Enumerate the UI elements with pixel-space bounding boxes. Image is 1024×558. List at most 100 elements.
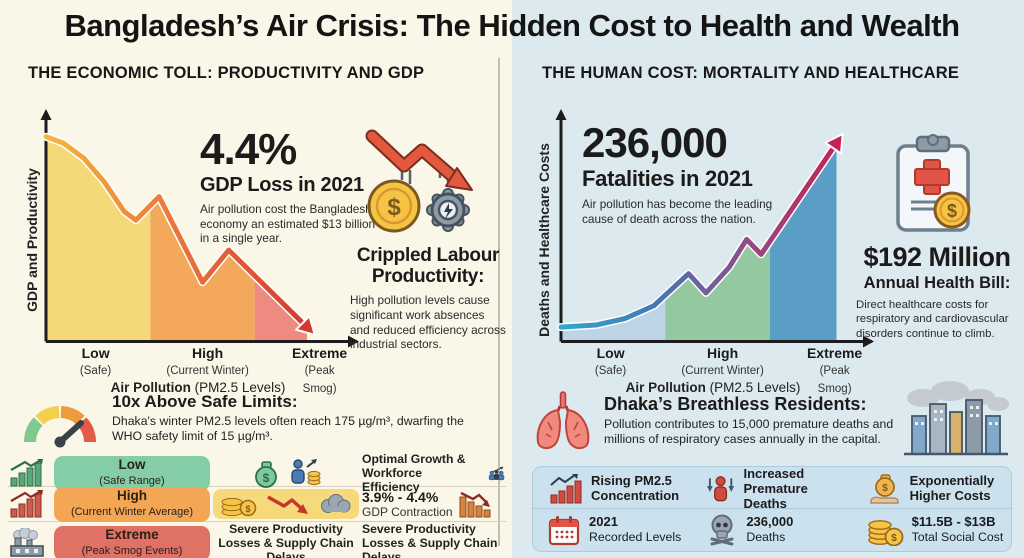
gdp-contraction-label: GDP Contraction <box>362 504 453 519</box>
factory-icon <box>10 528 44 557</box>
tick-extreme-label: Extreme <box>806 345 863 361</box>
extreme-pill-label: Extreme <box>105 526 159 542</box>
calendar-icon <box>548 515 580 545</box>
lungs-icon <box>536 391 590 450</box>
section-divider <box>498 58 500 546</box>
high-pill-sub: (Current Winter Average) <box>70 506 194 519</box>
summary-text-social-cost: $11.5B - $13B Total Social Cost <box>911 513 1004 544</box>
right-chart-x-ticks: Low (Safe) High (Current Winter) Extreme (P… <box>553 345 873 395</box>
svg-text:$: $ <box>882 483 888 494</box>
bars-up-green-icon <box>10 459 43 487</box>
low-outcome-text: Optimal Growth & Workforce Efficiency <box>362 452 466 495</box>
table-row-extreme: Extreme (Peak Smog Events) Severe Produc… <box>8 521 506 558</box>
tick-high-sub: (Current Winter) <box>681 365 764 378</box>
summary-text-2021: 2021 Recorded Levels <box>589 514 681 544</box>
x-title-bold: Air Pollution <box>625 380 706 395</box>
high-pill: High (Current Winter Average) <box>54 487 210 522</box>
coins-icon: $ <box>867 519 904 546</box>
person-coins-icon <box>291 459 321 486</box>
high-outcome-text: 3.9% - 4.4% GDP Contraction <box>362 489 453 519</box>
safe-limits-title: 10x Above Safe Limits: <box>112 392 298 411</box>
svg-text:$: $ <box>245 504 250 514</box>
gdp-decline-chart <box>40 109 359 348</box>
breathless-title: Dhaka’s Breathless Residents: <box>604 394 867 414</box>
gdp-loss-label: GDP Loss in 2021 <box>200 174 364 196</box>
crippled-productivity-block: Crippled Labour Productivity: High pollu… <box>350 245 506 352</box>
right-chart-x-axis-title: Air Pollution (PM2.5 Levels) <box>553 380 873 395</box>
table-row-low: Low (Safe Range) $ Optimal Growth & Work… <box>8 452 506 494</box>
money-hand-icon: $ <box>869 474 899 505</box>
summary-text-pm25: Rising PM2.5 Concentration <box>591 474 679 504</box>
health-bill-desc: Direct healthcare costs for respiratory … <box>856 299 1009 340</box>
svg-text:$: $ <box>263 471 270 485</box>
tick-low-label: Low <box>596 345 625 361</box>
tick-low: Low (Safe) <box>79 345 112 379</box>
summary-cell-costs: $ Exponentially Higher Costs <box>852 473 1011 505</box>
skull-icon <box>710 514 734 545</box>
high-pill-label: High <box>117 488 147 503</box>
low-pill: Low (Safe Range) <box>54 455 210 491</box>
summary-text-costs: Exponentially Higher Costs <box>910 474 995 504</box>
human-header: THE HUMAN COST: MORTALITY AND HEALTHCARE <box>542 64 960 82</box>
summary-line2: Deaths <box>746 529 786 544</box>
tick-extreme-label: Extreme <box>291 345 348 361</box>
city-smog-icon <box>904 381 1009 456</box>
tick-extreme-sub: (Peak Smog) <box>302 365 337 395</box>
tick-high-label: High <box>707 345 739 361</box>
crippled-desc: High pollution levels cause significant … <box>350 293 506 352</box>
summary-line2: Total Social Cost <box>911 529 1004 544</box>
safe-limits-desc: Dhaka's winter PM2.5 levels often reach … <box>112 414 464 444</box>
summary-line1: Rising PM2.5 <box>591 473 672 489</box>
high-mid-icons: $ <box>210 489 362 520</box>
gdp-loss-value: 4.4% <box>200 125 297 174</box>
summary-cell-pm25: Rising PM2.5 Concentration <box>533 473 692 505</box>
tick-extreme: Extreme (Peak Smog) <box>806 345 863 397</box>
summary-panel: Rising PM2.5 Concentration Increased Pre… <box>532 466 1012 552</box>
summary-cell-deaths-rising: Increased Premature Deaths <box>692 466 851 512</box>
economic-header: THE ECONOMIC TOLL: PRODUCTIVITY AND GDP <box>28 64 425 82</box>
low-outcome-cell: Optimal Growth & Workforce Efficiency <box>362 452 506 494</box>
extreme-pill-sub: (Peak Smog Events) <box>81 544 183 557</box>
fatalities-desc: Air pollution has become the leading cau… <box>582 197 773 226</box>
high-outcome-cell: 3.9% - 4.4% GDP Contraction <box>362 489 506 519</box>
tick-low-sub: (Safe) <box>594 365 627 378</box>
tick-high-label: High <box>192 345 224 361</box>
money-bag-icon: $ <box>255 461 277 488</box>
decline-arrow-icon <box>267 496 308 515</box>
summary-row-1: Rising PM2.5 Concentration Increased Pre… <box>533 466 1011 511</box>
right-chart-y-axis-label: Deaths and Healthcare Costs <box>536 143 552 337</box>
tick-extreme-sub: (Peak Smog) <box>817 365 852 395</box>
summary-line1: Exponentially <box>909 473 995 489</box>
tick-low-label: Low <box>81 345 110 361</box>
health-bill-block: $192 Million Annual Health Bill: Direct … <box>856 242 1018 341</box>
svg-text:$: $ <box>947 201 957 221</box>
breathless-desc: Pollution contributes to 15,000 prematur… <box>604 417 894 447</box>
summary-text-total-deaths: 236,000 Deaths <box>746 513 794 544</box>
tick-high: High (Current Winter) <box>681 345 764 379</box>
x-title-rest: (PM2.5 Levels) <box>194 380 286 395</box>
summary-line1: 236,000 <box>746 513 794 529</box>
summary-line1: $11.5B - $13B <box>911 513 996 529</box>
summary-cell-2021: 2021 Recorded Levels <box>533 514 692 546</box>
gear-icon <box>426 188 470 232</box>
gdp-contraction-range: 3.9% - 4.4% <box>362 489 439 506</box>
bars-up-red-icon <box>10 490 43 518</box>
extreme-mid-text: Severe Productivity Losses & Supply Chai… <box>218 522 354 558</box>
summary-cell-total-deaths: 236,000 Deaths <box>692 514 851 546</box>
low-pill-sub: (Safe Range) <box>99 474 165 487</box>
fatalities-label: Fatalities in 2021 <box>582 166 753 191</box>
coin-stack-icon: $ <box>221 498 257 517</box>
low-mid-icons: $ <box>210 458 362 488</box>
people-growth-icon <box>488 466 505 481</box>
table-row-high: High (Current Winter Average) $ <box>8 486 506 522</box>
x-title-bold: Air Pollution <box>110 380 191 395</box>
extreme-pill: Extreme (Peak Smog Events) <box>54 525 210 558</box>
tick-high: High (Current Winter) <box>166 345 248 379</box>
crash-money-gear-icon: $ <box>365 129 473 233</box>
svg-text:$: $ <box>891 533 897 544</box>
rising-chart-icon <box>550 474 582 504</box>
tick-low: Low (Safe) <box>594 345 627 379</box>
tick-extreme: Extreme (Peak Smog) <box>291 345 348 397</box>
tick-low-sub: (Safe) <box>79 365 112 378</box>
